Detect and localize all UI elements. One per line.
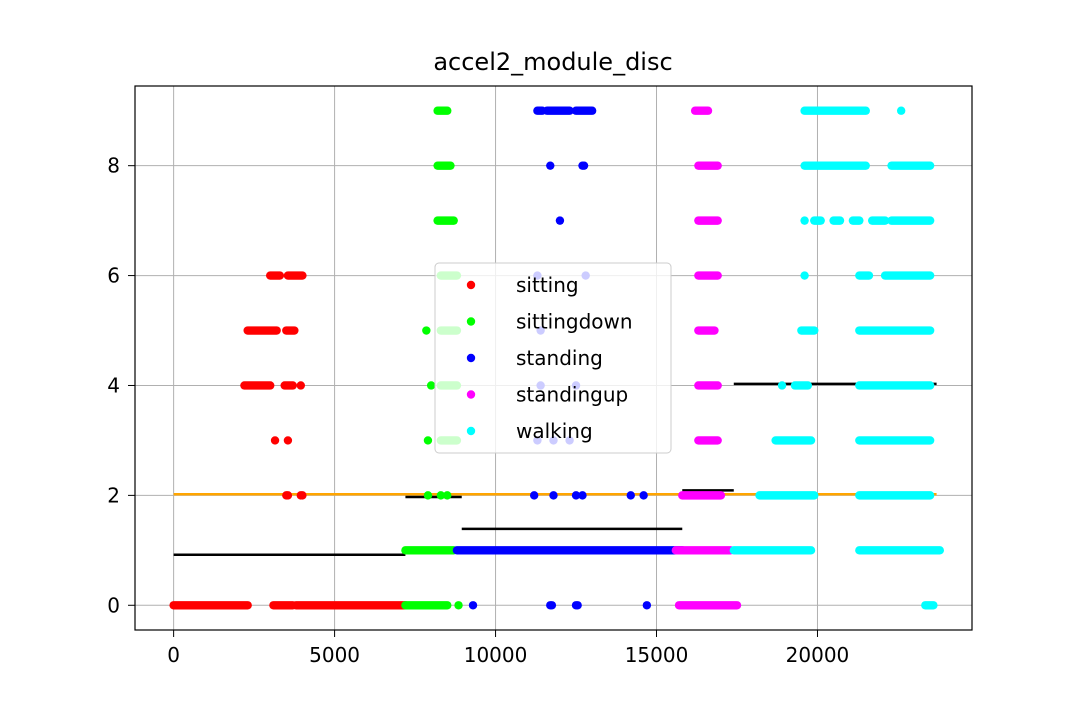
- data-point: [555, 216, 565, 225]
- data-point: [626, 491, 635, 500]
- x-tick-label: 20000: [786, 643, 850, 667]
- series-sitting: [169, 271, 410, 610]
- data-point: [283, 491, 293, 500]
- data-point: [896, 106, 906, 115]
- series-walking: [729, 106, 945, 610]
- legend-label-sittingdown: sittingdown: [516, 310, 633, 334]
- data-point: [639, 491, 648, 500]
- legend-label-standing: standing: [516, 346, 603, 370]
- data-point: [578, 491, 587, 500]
- x-tick-label: 5000: [309, 643, 360, 667]
- legend-marker-standing: [466, 353, 476, 363]
- legend-marker-standingup: [466, 390, 476, 399]
- x-tick-label: 15000: [625, 643, 689, 667]
- data-point: [426, 381, 436, 390]
- data-point: [468, 601, 478, 610]
- data-point: [529, 491, 539, 500]
- legend-label-sitting: sitting: [516, 273, 579, 297]
- data-point: [423, 436, 433, 445]
- data-point: [573, 601, 582, 610]
- data-point: [546, 161, 555, 170]
- data-point: [283, 436, 293, 445]
- y-tick-label: 6: [107, 264, 120, 288]
- legend-marker-sittingdown: [466, 317, 476, 326]
- data-point: [423, 491, 433, 500]
- legend: sitting sittingdown standing standingup walk…: [434, 262, 672, 454]
- x-tick-label: 0: [167, 643, 180, 667]
- series-standingup: [671, 106, 742, 610]
- legend-label-standingup: standingup: [516, 383, 628, 407]
- data-point: [454, 601, 463, 610]
- data-points: [169, 106, 945, 610]
- legend-marker-sitting: [466, 280, 476, 290]
- data-point: [800, 216, 809, 225]
- data-point: [422, 326, 431, 335]
- data-point: [298, 491, 307, 500]
- legend-marker-walking: [466, 426, 476, 436]
- chart-title: accel2_module_disc: [433, 48, 672, 76]
- series-sittingdown: [401, 106, 463, 610]
- data-point: [579, 161, 589, 170]
- data-point: [436, 491, 446, 500]
- legend-box: [434, 262, 672, 454]
- legend-label-walking: walking: [516, 419, 593, 443]
- x-tick-label: 10000: [464, 643, 528, 667]
- data-point: [296, 381, 305, 390]
- plot-frame: [134, 85, 973, 631]
- data-point: [547, 601, 557, 610]
- y-tick-label: 0: [107, 593, 120, 617]
- y-tick-label: 4: [107, 373, 120, 397]
- data-point: [800, 271, 809, 280]
- data-point: [571, 491, 581, 500]
- data-point: [270, 436, 280, 445]
- data-point: [549, 491, 558, 500]
- y-tick-label: 2: [107, 483, 120, 507]
- data-point: [642, 601, 652, 610]
- data-point: [777, 381, 787, 390]
- data-point: [443, 491, 452, 500]
- y-tick-label: 8: [107, 154, 120, 178]
- ticks: 0 5000 10000 15000 20000 0 2 4 6 8: [107, 154, 849, 667]
